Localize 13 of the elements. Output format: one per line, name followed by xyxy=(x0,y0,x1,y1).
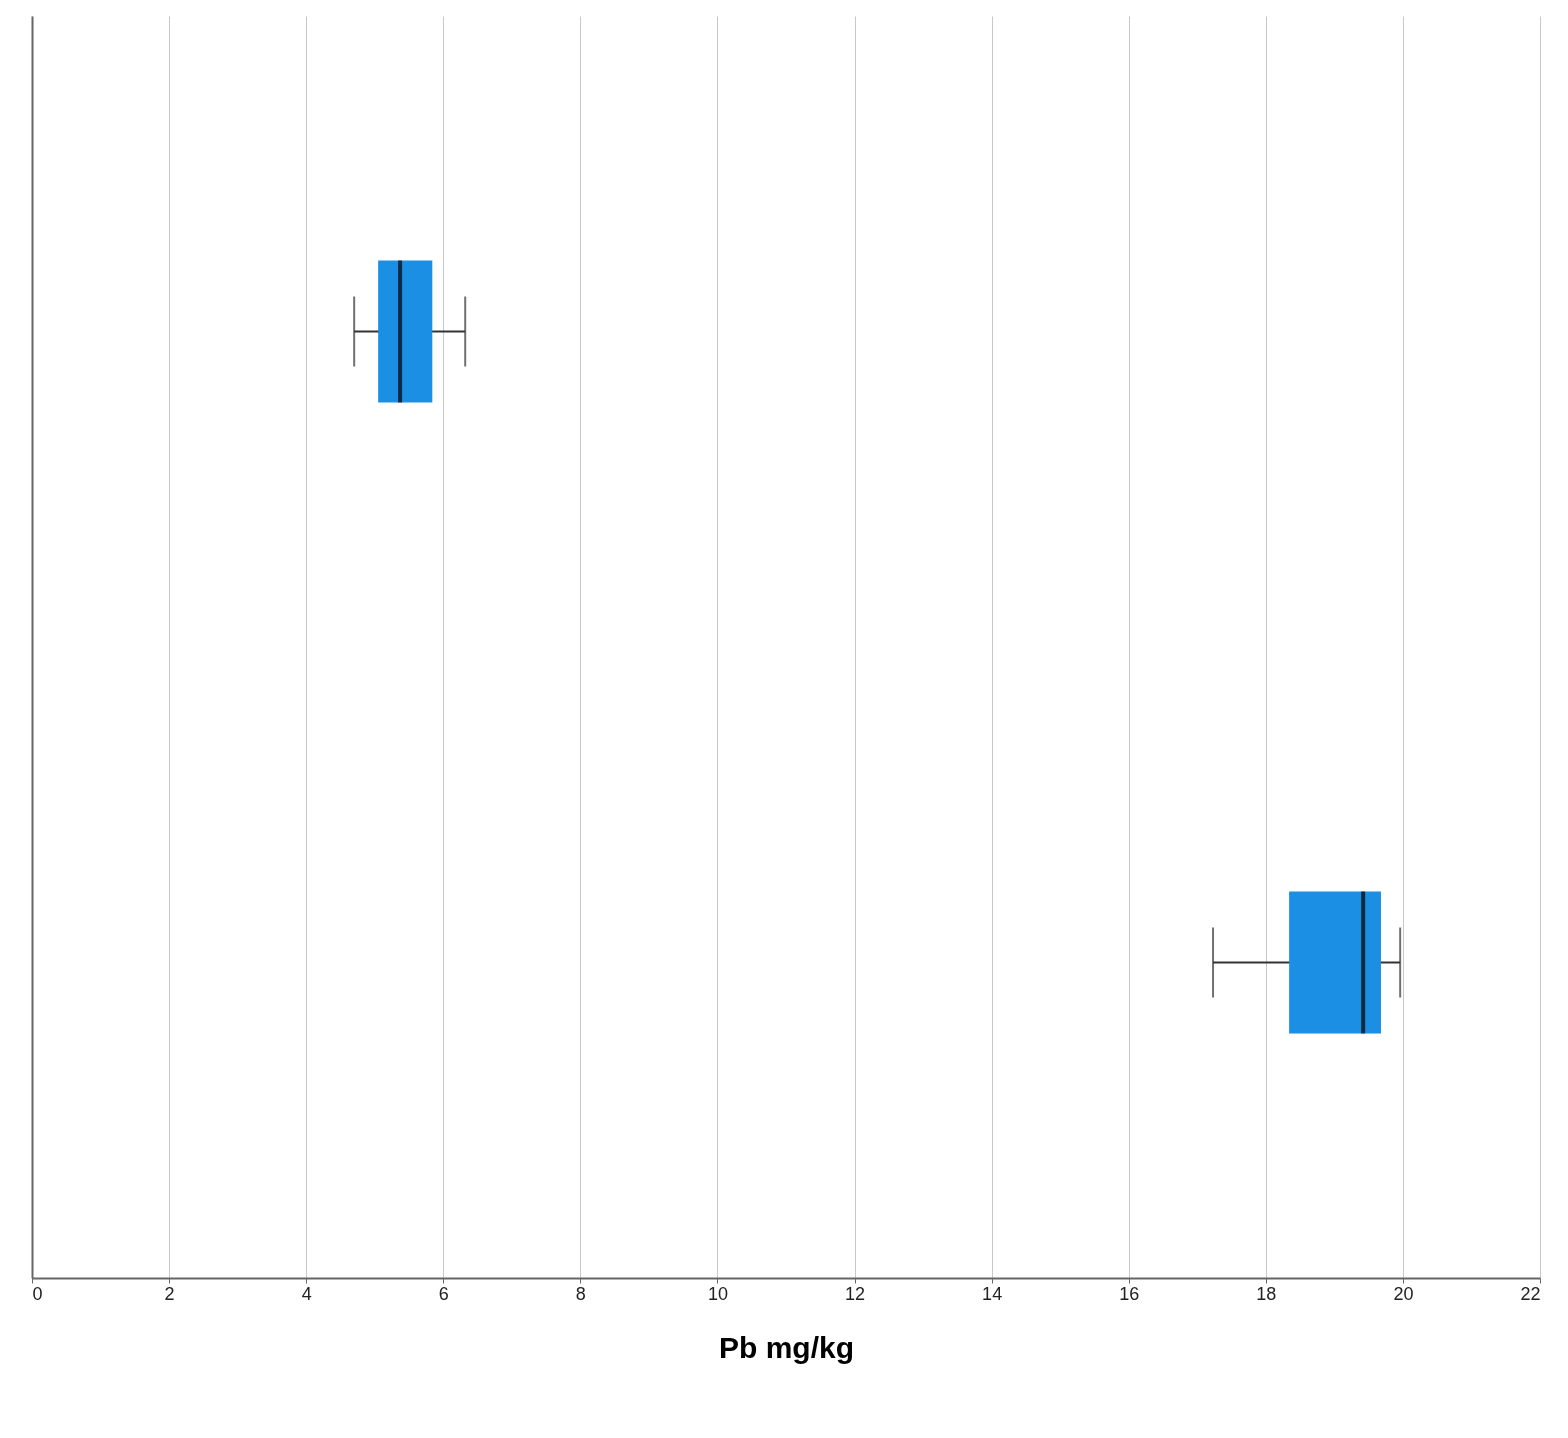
x-tick-label: 2 xyxy=(164,1283,175,1304)
x-tick-label: 20 xyxy=(1393,1283,1414,1304)
x-tick-label: 8 xyxy=(575,1283,586,1304)
x-tick-label: 16 xyxy=(1119,1283,1140,1304)
x-tick-label: 14 xyxy=(982,1283,1003,1304)
x-axis-title: Pb mg/kg xyxy=(718,1330,855,1364)
x-tick-label: 22 xyxy=(1520,1283,1541,1304)
x-tick-label: 12 xyxy=(845,1283,866,1304)
x-tick-label: 0 xyxy=(32,1283,43,1304)
x-tick-label: 6 xyxy=(438,1283,449,1304)
x-tick-label: 10 xyxy=(707,1283,728,1304)
x-tick-label: 4 xyxy=(301,1283,312,1304)
x-tick-label: 18 xyxy=(1256,1283,1277,1304)
